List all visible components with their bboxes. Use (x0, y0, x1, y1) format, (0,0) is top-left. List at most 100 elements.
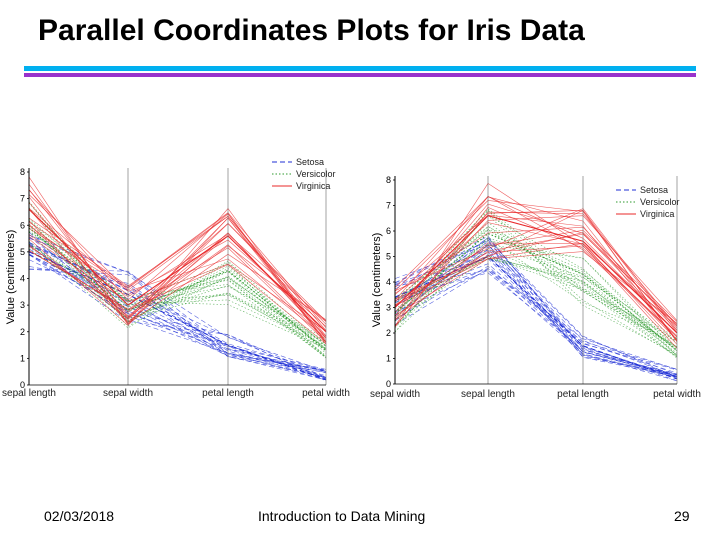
series-line-virginica (28, 236, 327, 332)
series-line-versicolor (394, 256, 678, 340)
category-label-sepal-width: sepal width (370, 389, 420, 400)
y-tick-label: 5 (20, 247, 25, 257)
series-line-virginica (28, 196, 327, 337)
series-line-setosa (28, 241, 327, 381)
series-line-setosa (394, 269, 678, 382)
y-tick-label: 7 (20, 194, 25, 204)
series-line-virginica (394, 215, 678, 321)
series-line-versicolor (28, 202, 327, 349)
series-line-versicolor (394, 215, 678, 357)
legend-label-setosa: Setosa (640, 185, 668, 195)
series-line-virginica (28, 212, 327, 328)
legend-label-setosa: Setosa (296, 157, 324, 167)
series-line-setosa (28, 245, 327, 371)
legend-label-virginica: Virginica (296, 181, 330, 191)
series-line-versicolor (28, 227, 327, 342)
y-axis-label: Value (centimeters) (371, 233, 383, 328)
series-line-versicolor (394, 222, 678, 348)
series-line-versicolor (394, 258, 678, 358)
series-line-setosa (28, 254, 327, 373)
series-line-setosa (28, 242, 327, 370)
series-mean-virginica (28, 208, 327, 333)
series-line-virginica (28, 194, 327, 331)
series-line-virginica (28, 207, 327, 339)
category-label-sepal-length: sepal length (461, 389, 515, 400)
series-line-setosa (394, 244, 678, 377)
y-tick-label: 2 (386, 328, 391, 338)
series-line-versicolor (394, 256, 678, 350)
parallel-coordinates-chart-left: 0 1 2 3 4 5 6 7 8 sepal length sepal width petal l… (2, 157, 350, 399)
series-line-versicolor (28, 207, 327, 352)
category-label-petal-length: petal length (557, 389, 609, 400)
series-line-versicolor (28, 245, 327, 343)
series-line-virginica (394, 242, 678, 327)
series-line-setosa (28, 269, 327, 372)
legend-label-versicolor: Versicolor (640, 197, 680, 207)
series-line-versicolor (394, 248, 678, 347)
title-rule-cyan (24, 66, 696, 71)
series-line-versicolor (28, 223, 327, 345)
series-line-virginica (394, 226, 678, 329)
footer-date: 02/03/2018 (44, 508, 115, 524)
series-line-virginica (394, 196, 678, 333)
series-line-setosa (28, 236, 327, 382)
series-line-virginica (394, 245, 678, 338)
series-line-versicolor (394, 214, 678, 357)
parallel-coordinates-chart-right: 0 1 2 3 4 5 6 7 8 sepal width sepal length petal l… (370, 175, 701, 400)
category-label-petal-length: petal length (202, 388, 254, 399)
legend-label-versicolor: Versicolor (296, 169, 336, 179)
series-line-virginica (28, 189, 327, 345)
category-label-sepal-width: sepal width (103, 388, 153, 399)
y-tick-label: 4 (386, 277, 391, 287)
series-line-virginica (394, 214, 678, 342)
series-line-virginica (394, 243, 678, 345)
legend-label-virginica: Virginica (640, 209, 674, 219)
series-line-versicolor (28, 247, 327, 358)
series-line-setosa (28, 268, 327, 372)
y-tick-label: 1 (386, 354, 391, 364)
series-line-versicolor (394, 244, 678, 356)
category-label-sepal-length: sepal length (2, 388, 56, 399)
series-line-versicolor (394, 237, 678, 352)
series-line-versicolor (28, 231, 327, 350)
y-tick-label: 4 (20, 274, 25, 284)
series-line-versicolor (394, 208, 678, 348)
series-line-setosa (394, 237, 678, 381)
footer-course-title: Introduction to Data Mining (258, 508, 426, 524)
series-line-virginica (394, 229, 678, 322)
y-tick-label: 1 (20, 353, 25, 363)
y-axis-label: Value (centimeters) (5, 230, 17, 325)
y-tick-label: 5 (386, 252, 391, 262)
series-line-setosa (394, 258, 678, 377)
series-line-setosa (28, 244, 327, 372)
series-line-versicolor (28, 209, 327, 346)
category-label-petal-width: petal width (302, 388, 350, 399)
series-line-virginica (28, 215, 327, 337)
series-line-setosa (28, 254, 327, 381)
series-line-setosa (394, 269, 678, 374)
series-line-setosa (28, 254, 327, 378)
series-line-versicolor (394, 228, 678, 348)
title-rule-magenta (24, 73, 696, 77)
series-line-virginica (394, 251, 678, 324)
series-line-versicolor (394, 244, 678, 351)
series-line-setosa (394, 235, 678, 375)
series-line-setosa (394, 248, 678, 377)
series-line-setosa (28, 248, 327, 373)
y-tick-label: 3 (20, 300, 25, 310)
y-tick-label: 2 (20, 327, 25, 337)
slide-title: Parallel Coordinates Plots for Iris Data (38, 14, 585, 47)
y-tick-label: 6 (20, 220, 25, 230)
series-line-virginica (394, 211, 678, 327)
series-line-versicolor (394, 209, 678, 355)
series-line-versicolor (394, 255, 678, 359)
category-label-petal-width: petal width (653, 389, 701, 400)
y-tick-label: 8 (386, 175, 391, 185)
series-line-virginica (394, 232, 678, 326)
series-line-virginica (394, 200, 678, 342)
series-line-virginica (394, 203, 678, 331)
y-tick-label: 0 (20, 380, 25, 390)
series-line-versicolor (394, 229, 678, 354)
series-line-virginica (28, 224, 327, 340)
series-mean-setosa (394, 255, 678, 380)
